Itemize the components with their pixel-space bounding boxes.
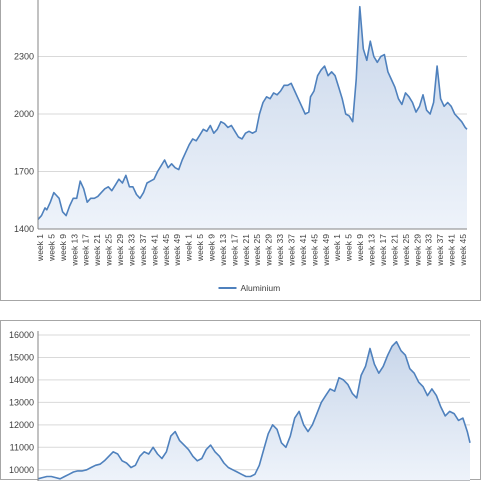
x-tick-label-0: week 1 [35,234,45,262]
x-tick-label-20: week 29 [264,234,274,267]
x-tick-label-11: week 45 [161,234,171,267]
x-tick-label-22: week 37 [287,234,297,267]
series-area [38,341,470,481]
x-tick-label-21: week 33 [275,234,285,267]
x-tick-label-1: week 5 [46,234,56,262]
x-tick-label-26: week 1 [332,234,342,262]
series-line [37,340,471,480]
y-tick-label-14000: 14000 [9,375,34,385]
y-tick-label-2000: 2000 [14,109,34,119]
x-tick-label-35: week 37 [435,234,445,267]
x-tick-label-27: week 5 [344,234,354,262]
legend-label-aluminium: Aluminium [241,283,281,293]
series-area [38,6,467,230]
x-tick-label-8: week 33 [127,234,137,267]
x-tick-label-12: week 49 [172,234,182,267]
x-tick-label-31: week 21 [389,234,399,267]
x-tick-label-16: week 13 [218,234,228,267]
x-tick-label-15: week 9 [207,234,217,262]
y-tick-label-13000: 13000 [9,397,34,407]
x-tick-label-7: week 29 [115,234,125,267]
series-line [37,5,468,220]
x-tick-label-25: week 49 [321,234,331,267]
x-tick-label-28: week 9 [355,234,365,262]
x-tick-label-17: week 17 [229,234,239,267]
y-tick-label-1700: 1700 [14,167,34,177]
x-tick-label-3: week 13 [69,234,79,267]
x-tick-label-18: week 21 [241,234,251,267]
x-tick-label-30: week 17 [378,234,388,267]
x-tick-label-19: week 25 [252,234,262,267]
y-tick-label-12000: 12000 [9,420,34,430]
x-tick-label-36: week 41 [447,234,457,267]
second-chart: 10000 11000 12000 13000 14000 15000 16000 [9,330,471,481]
x-tick-label-2: week 9 [58,234,68,262]
x-tick-label-29: week 13 [367,234,377,267]
y-tick-label-11000: 11000 [10,442,34,452]
second-chart-panel: 10000 11000 12000 13000 14000 15000 16000 [0,320,481,481]
x-tick-label-10: week 41 [149,234,159,267]
aluminium-chart-panel: 1400 1700 2000 2300 week 1 week 5 week 9 week 1… [0,0,481,301]
y-tick-label-10000: 10000 [9,465,34,475]
x-tick-label-4: week 17 [81,234,91,267]
x-tick-label-37: week 45 [458,234,468,267]
x-tick-label-6: week 25 [104,234,114,267]
x-tick-label-5: week 21 [92,234,102,267]
y-tick-label-15000: 15000 [9,352,34,362]
x-tick-label-23: week 41 [298,234,308,267]
y-tick-label-16000: 16000 [9,330,34,340]
x-tick-label-13: week 1 [184,234,194,262]
x-tick-label-14: week 5 [195,234,205,262]
x-tick-label-9: week 37 [138,234,148,267]
x-tick-label-34: week 33 [424,234,434,267]
y-tick-label-1400: 1400 [14,224,34,234]
x-tick-label-32: week 25 [401,234,411,267]
x-tick-label-33: week 29 [412,234,422,267]
y-tick-label-2300: 2300 [14,52,34,62]
x-tick-label-24: week 45 [309,234,319,267]
